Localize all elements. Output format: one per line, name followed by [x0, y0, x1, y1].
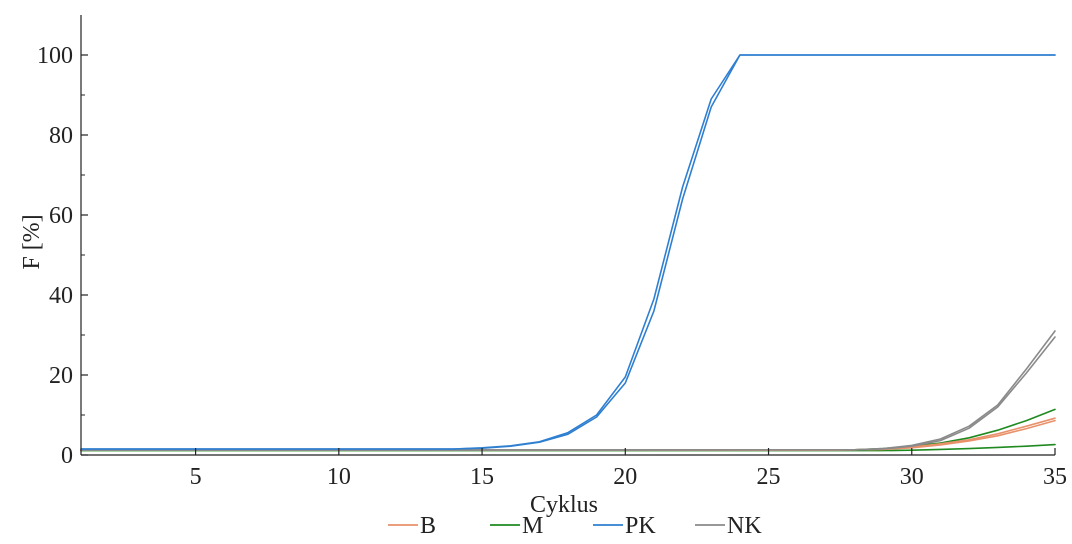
x-tick-label: 30 — [900, 464, 924, 490]
series-line-pk-1 — [80, 54, 1056, 450]
legend-label-nk: NK — [727, 513, 762, 539]
x-tick-label: 25 — [757, 464, 781, 490]
legend-label-pk: PK — [625, 513, 656, 539]
x-tick-label: 10 — [327, 464, 351, 490]
x-ticks: 5 10 15 20 25 30 35 — [190, 448, 1067, 490]
y-tick-label: 20 — [49, 363, 73, 389]
x-tick-label: 15 — [470, 464, 494, 490]
y-tick-label: 40 — [49, 283, 73, 309]
series-line-pk-2 — [80, 54, 1056, 450]
y-ticks: 0 20 40 60 80 100 — [37, 43, 88, 469]
axes — [80, 15, 1055, 456]
legend-label-m: M — [522, 513, 543, 539]
x-tick-label: 20 — [613, 464, 637, 490]
y-tick-label: 80 — [49, 123, 73, 149]
x-tick-label: 5 — [190, 464, 202, 490]
x-axis-label: Cyklus — [530, 492, 598, 518]
y-tick-label: 60 — [49, 203, 73, 229]
x-tick-label: 35 — [1043, 464, 1067, 490]
legend: B M PK NK — [388, 513, 762, 539]
series-line-m-1 — [80, 408, 1056, 452]
y-axis-label: F [%] — [19, 214, 45, 269]
series-line-nk-2 — [80, 336, 1056, 452]
y-tick-label: 100 — [37, 43, 73, 69]
series-line-m-2 — [80, 443, 1056, 452]
y-tick-label: 0 — [61, 443, 73, 469]
plot-lines — [80, 54, 1056, 452]
legend-label-b: B — [420, 513, 436, 539]
